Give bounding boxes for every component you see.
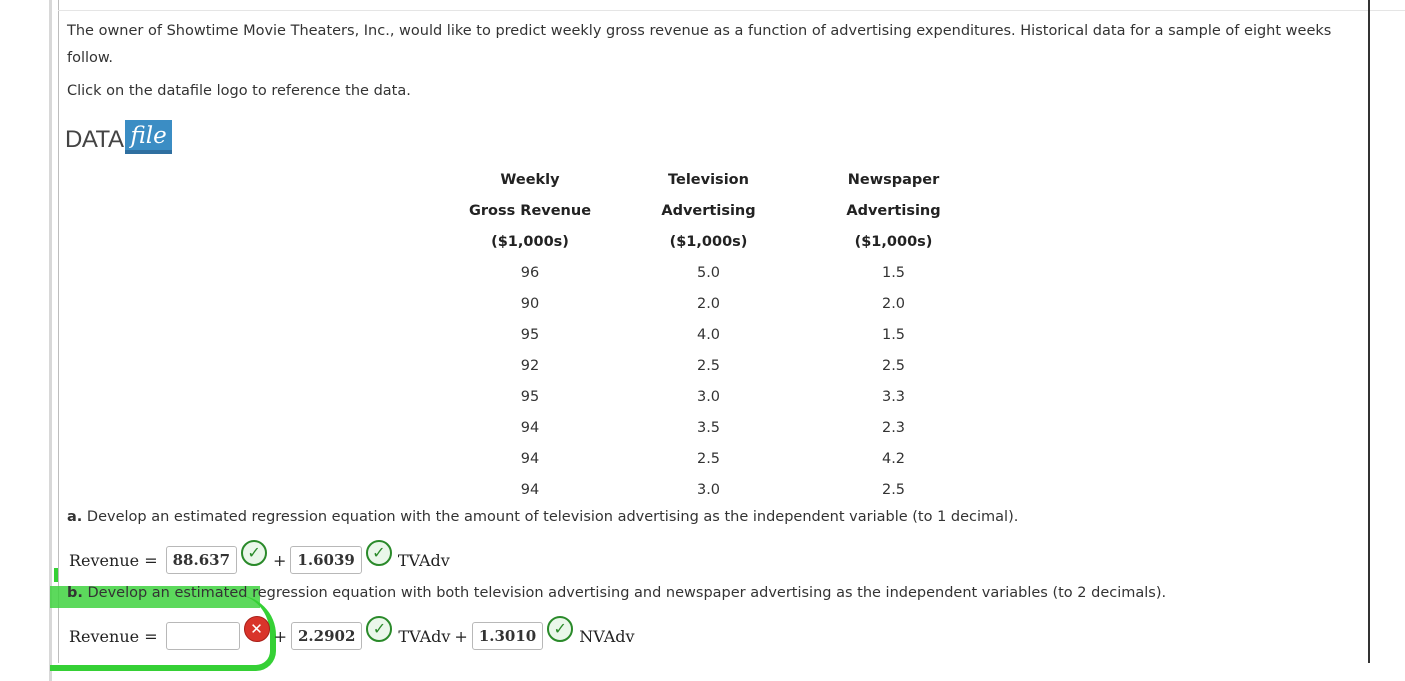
header-cell: Advertising [661, 202, 756, 219]
table-cell: 1.5 [881, 326, 906, 343]
part-b-label: b. [67, 585, 83, 601]
tv-coefficient-input[interactable]: 2.2902 [291, 622, 363, 650]
table-row: 95 3.0 3.3 [440, 381, 990, 412]
header-cell: Advertising [846, 202, 941, 219]
datafile-logo-file: file [125, 120, 172, 154]
variable-tvadv: TVAdv [398, 626, 451, 646]
check-circle-icon: ✓ [365, 540, 392, 566]
header-cell: ($1,000s) [854, 233, 933, 250]
frame-top-border [58, 10, 1405, 11]
datafile-instruction: Click on the datafile logo to reference … [67, 83, 411, 99]
table-cell: 92 [520, 357, 540, 374]
frame-right-border [1368, 0, 1370, 663]
part-a-equation: Revenue = 88.637 ✓ + 1.6039 ✓ TVAdv [69, 540, 450, 576]
table-cell: 1.5 [881, 264, 906, 281]
table-cell: 3.3 [881, 388, 906, 405]
equation-lhs: Revenue = [69, 550, 158, 570]
table-cell: 3.5 [696, 419, 721, 436]
table-cell: 90 [520, 295, 540, 312]
check-circle-icon: ✓ [547, 616, 574, 642]
data-table: Weekly Television Newspaper Gross Revenu… [440, 164, 990, 505]
frame-left-border [49, 0, 52, 681]
table-row: 96 5.0 1.5 [440, 257, 990, 288]
table-cell: 2.0 [881, 295, 906, 312]
table-row: 94 2.5 4.2 [440, 443, 990, 474]
plus-sign: + [273, 626, 287, 646]
table-cell: 94 [520, 481, 540, 498]
frame-inner-border [58, 0, 59, 663]
variable-tvadv: TVAdv [397, 550, 450, 570]
datafile-logo[interactable]: DATA file [65, 116, 172, 154]
table-header-row: ($1,000s) ($1,000s) ($1,000s) [440, 226, 990, 257]
table-cell: 2.0 [696, 295, 721, 312]
table-row: 94 3.0 2.5 [440, 474, 990, 505]
table-header-row: Gross Revenue Advertising Advertising [440, 195, 990, 226]
table-row: 92 2.5 2.5 [440, 350, 990, 381]
variable-nvadv: NVAdv [579, 626, 635, 646]
news-coefficient-input[interactable]: 1.3010 [471, 622, 544, 650]
highlight-mark [50, 595, 276, 671]
header-cell: Newspaper [847, 171, 940, 188]
highlight-mark [54, 568, 58, 582]
part-b-question: b. Develop an estimated regression equat… [67, 585, 1166, 601]
table-row: 94 3.5 2.3 [440, 412, 990, 443]
equation-lhs: Revenue = [69, 626, 158, 646]
part-a-label: a. [67, 509, 83, 525]
table-row: 90 2.0 2.0 [440, 288, 990, 319]
table-cell: 94 [520, 450, 540, 467]
table-cell: 2.5 [881, 357, 906, 374]
intro-text: The owner of Showtime Movie Theaters, In… [67, 23, 1332, 66]
header-cell: Gross Revenue [468, 202, 592, 219]
intercept-input[interactable] [165, 622, 240, 650]
check-circle-icon: ✓ [241, 540, 268, 566]
table-cell: 2.5 [881, 481, 906, 498]
table-cell: 95 [520, 326, 540, 343]
highlight-mark [50, 586, 260, 608]
table-cell: 95 [520, 388, 540, 405]
intercept-input[interactable]: 88.637 [165, 546, 238, 574]
header-cell: Weekly [500, 171, 560, 188]
header-cell: ($1,000s) [669, 233, 748, 250]
plus-sign: + [454, 626, 468, 646]
tv-coefficient-input[interactable]: 1.6039 [290, 546, 362, 574]
part-b-text: Develop an estimated regression equation… [87, 585, 1167, 601]
table-row: 95 4.0 1.5 [440, 319, 990, 350]
table-cell: 4.2 [881, 450, 906, 467]
table-cell: 3.0 [696, 481, 721, 498]
datafile-logo-data: DATA [65, 126, 124, 153]
header-cell: ($1,000s) [491, 233, 569, 250]
table-cell: 4.0 [696, 326, 721, 343]
table-cell: 5.0 [696, 264, 721, 281]
part-b-equation: Revenue = ✕ + 2.2902 ✓ TVAdv + 1.3010 ✓ … [69, 616, 635, 652]
table-cell: 2.3 [881, 419, 906, 436]
plus-sign: + [273, 550, 287, 570]
part-a-text: Develop an estimated regression equation… [86, 509, 1019, 525]
table-cell: 94 [520, 419, 540, 436]
table-cell: 2.5 [696, 357, 721, 374]
table-cell: 96 [520, 264, 540, 281]
check-circle-icon: ✓ [366, 616, 393, 642]
table-header-row: Weekly Television Newspaper [440, 164, 990, 195]
header-cell: Television [668, 171, 749, 188]
x-circle-icon: ✕ [243, 616, 270, 642]
table-cell: 3.0 [696, 388, 721, 405]
part-a-question: a. Develop an estimated regression equat… [67, 509, 1018, 525]
table-cell: 2.5 [696, 450, 721, 467]
